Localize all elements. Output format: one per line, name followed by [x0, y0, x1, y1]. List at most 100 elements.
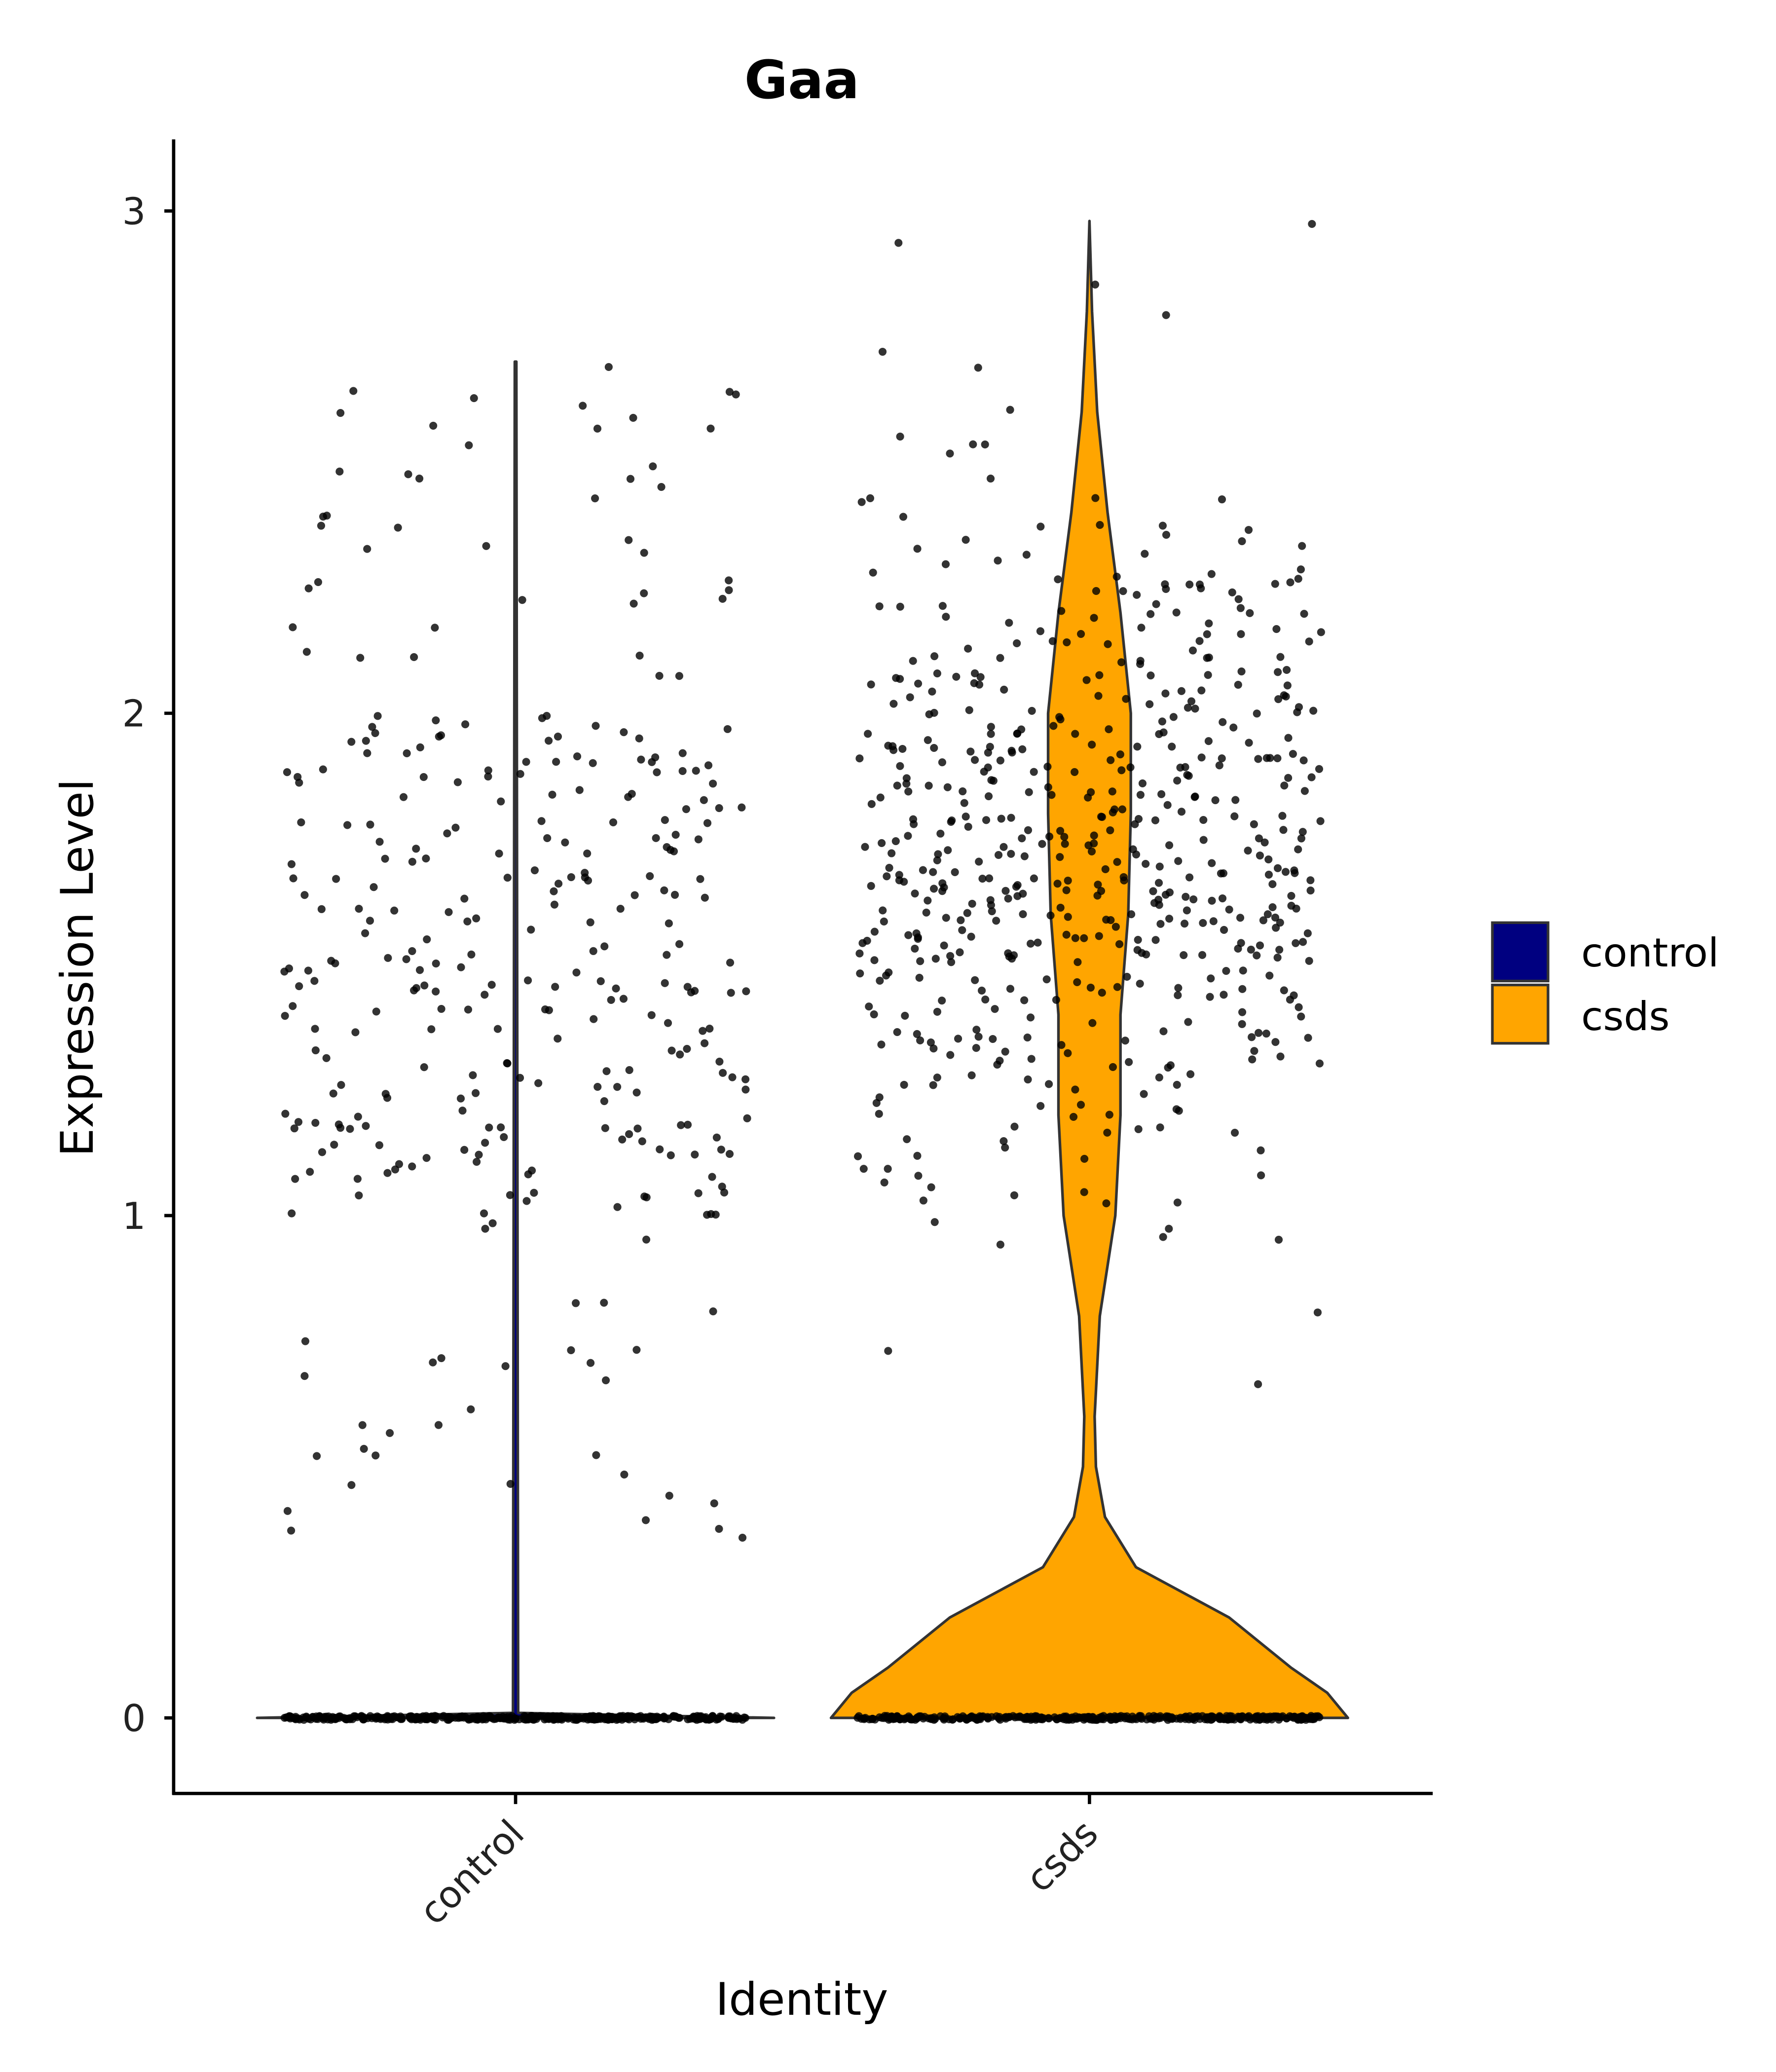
data-point [1110, 805, 1119, 814]
data-point [675, 940, 684, 948]
x-tick-label-control: control [411, 1812, 533, 1933]
data-point [1197, 686, 1206, 695]
data-point [343, 821, 352, 829]
data-point [1101, 865, 1110, 874]
data-point [1273, 754, 1282, 763]
data-point [1183, 906, 1191, 915]
data-point [1172, 608, 1181, 617]
data-point [317, 521, 326, 530]
data-point [550, 1715, 558, 1723]
data-point [1010, 1191, 1019, 1199]
data-point [348, 1715, 357, 1723]
data-point [1262, 1030, 1270, 1038]
data-point [1155, 862, 1164, 871]
data-point [1053, 880, 1062, 888]
data-point [1230, 812, 1239, 820]
data-point [924, 896, 932, 905]
data-point [1231, 796, 1240, 804]
data-point [334, 1120, 343, 1129]
data-point [593, 1083, 602, 1091]
data-point [1038, 840, 1046, 848]
data-point [951, 868, 959, 876]
data-point [1245, 739, 1253, 747]
data-point [1191, 792, 1199, 801]
data-point [944, 846, 952, 854]
data-point [649, 462, 657, 471]
data-point [1235, 1713, 1244, 1721]
data-point [518, 596, 526, 604]
data-point [1157, 790, 1166, 798]
data-point [1034, 938, 1042, 947]
data-point [1098, 989, 1106, 997]
data-point [1278, 812, 1287, 820]
data-point [575, 1714, 584, 1722]
data-point [625, 1130, 633, 1139]
data-point [919, 866, 927, 874]
data-point [591, 494, 599, 503]
data-point [475, 1150, 483, 1159]
data-point [550, 887, 558, 895]
data-point [590, 1015, 598, 1023]
data-point [1300, 787, 1309, 795]
data-point [967, 932, 975, 941]
data-point [412, 845, 420, 853]
data-point [912, 929, 921, 937]
data-point [1064, 1049, 1072, 1057]
data-point [506, 1191, 514, 1199]
violin-csds [829, 220, 1349, 1719]
data-point [875, 1110, 883, 1118]
data-point [988, 1713, 996, 1721]
data-point [1177, 808, 1186, 816]
data-point [901, 1011, 909, 1020]
data-point [1222, 967, 1230, 975]
data-point [926, 1038, 935, 1047]
data-point [878, 347, 887, 356]
data-point [1030, 874, 1038, 883]
data-point [1049, 722, 1058, 730]
data-point [1136, 791, 1145, 799]
data-point [625, 536, 633, 544]
data-point [1292, 904, 1300, 913]
data-point [1119, 587, 1127, 595]
data-point [294, 773, 302, 781]
data-point [648, 758, 656, 766]
data-point [520, 1712, 528, 1720]
data-point [363, 545, 371, 553]
data-point [1287, 891, 1295, 900]
data-point [1020, 852, 1029, 860]
data-point [435, 732, 443, 741]
data-point [314, 578, 322, 587]
data-point [1151, 816, 1159, 824]
data-point [460, 894, 469, 903]
data-point [1063, 1714, 1071, 1722]
data-point [727, 989, 735, 997]
data-point [1010, 1122, 1019, 1131]
data-point [384, 954, 392, 962]
data-point [1096, 521, 1104, 529]
data-point [943, 783, 952, 791]
data-point [289, 1002, 297, 1010]
data-point [969, 440, 977, 448]
data-point [506, 1480, 515, 1488]
data-point [867, 800, 876, 808]
data-point [925, 710, 933, 718]
data-point [856, 969, 864, 978]
x-axis-label: Identity [715, 1973, 888, 2026]
data-point [583, 849, 592, 858]
data-point [422, 854, 430, 863]
data-point [420, 1063, 428, 1072]
data-point [516, 1073, 524, 1082]
data-point [1273, 864, 1282, 872]
data-point [1094, 692, 1103, 700]
data-point [1063, 638, 1071, 647]
data-point [375, 1141, 383, 1149]
data-point [437, 1354, 445, 1363]
data-point [567, 873, 575, 882]
data-point [1255, 1029, 1263, 1037]
data-point [472, 1089, 480, 1097]
data-point [373, 712, 382, 720]
data-point [409, 986, 418, 995]
data-point [726, 959, 735, 967]
data-point [1095, 932, 1103, 940]
data-point [870, 1010, 878, 1019]
